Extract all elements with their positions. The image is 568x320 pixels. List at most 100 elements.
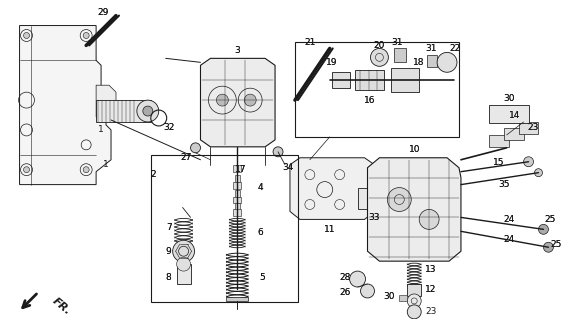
Circle shape [244, 94, 256, 106]
Bar [151, 155, 298, 302]
Text: 12: 12 [425, 285, 437, 294]
Text: 35: 35 [498, 180, 509, 189]
Bar [427, 55, 437, 67]
Circle shape [524, 157, 533, 167]
Text: 30: 30 [503, 94, 515, 103]
Text: 24: 24 [503, 215, 514, 224]
Text: 34: 34 [282, 163, 294, 172]
Text: 8: 8 [166, 273, 172, 282]
Text: 30: 30 [383, 292, 395, 301]
Text: 21: 21 [304, 38, 316, 47]
Polygon shape [96, 85, 116, 117]
Circle shape [173, 240, 194, 262]
Bar [399, 295, 407, 301]
Text: 11: 11 [324, 225, 336, 234]
Text: 20: 20 [374, 41, 385, 50]
Circle shape [538, 224, 549, 234]
Circle shape [273, 147, 283, 157]
Bar [177, 264, 190, 284]
Bar [519, 122, 538, 134]
Bar [358, 188, 375, 210]
Bar [295, 43, 459, 137]
Text: 32: 32 [163, 124, 174, 132]
Text: 15: 15 [493, 158, 504, 167]
Circle shape [361, 284, 374, 298]
Circle shape [83, 33, 89, 38]
Circle shape [23, 33, 30, 38]
Bar [354, 70, 385, 90]
Text: 25: 25 [545, 215, 556, 224]
Text: 24: 24 [503, 235, 514, 244]
Text: 13: 13 [425, 265, 437, 274]
Bar [235, 175, 240, 182]
Circle shape [544, 242, 553, 252]
Text: 1: 1 [103, 160, 109, 169]
Polygon shape [290, 158, 374, 220]
Text: 25: 25 [551, 240, 562, 249]
Text: 17: 17 [235, 165, 246, 174]
Text: 10: 10 [408, 145, 420, 154]
Text: 24: 24 [503, 215, 514, 224]
Circle shape [83, 167, 89, 173]
Text: 28: 28 [339, 273, 350, 282]
Text: 15: 15 [493, 158, 504, 167]
Text: 14: 14 [509, 110, 520, 119]
Circle shape [407, 305, 421, 319]
Text: 33: 33 [369, 213, 380, 222]
Circle shape [190, 143, 201, 153]
Text: 23: 23 [528, 124, 539, 132]
Text: 27: 27 [180, 153, 191, 162]
Text: 4: 4 [257, 183, 263, 192]
Text: 21: 21 [304, 38, 316, 47]
Text: 10: 10 [408, 145, 420, 154]
Text: 9: 9 [166, 247, 172, 256]
Bar [235, 204, 240, 211]
Text: 32: 32 [163, 124, 174, 132]
Text: 29: 29 [97, 8, 108, 17]
Polygon shape [367, 158, 461, 261]
Text: 25: 25 [545, 215, 556, 224]
Text: 29: 29 [97, 8, 108, 17]
Text: 31: 31 [391, 38, 403, 47]
Circle shape [419, 210, 439, 229]
Bar [233, 210, 241, 216]
Bar [235, 189, 240, 196]
Circle shape [143, 106, 153, 116]
Bar [489, 135, 509, 147]
Bar [407, 284, 421, 296]
Text: 9: 9 [166, 247, 172, 256]
Text: 30: 30 [503, 94, 515, 103]
Text: 1: 1 [98, 125, 104, 134]
Bar [233, 182, 241, 188]
Text: 4: 4 [257, 183, 263, 192]
Circle shape [137, 100, 158, 122]
Circle shape [407, 294, 421, 308]
Text: 14: 14 [509, 110, 520, 119]
Text: 33: 33 [369, 213, 380, 222]
Text: 6: 6 [257, 228, 263, 237]
Text: 22: 22 [449, 44, 461, 53]
Text: 7: 7 [166, 223, 172, 232]
Text: 23: 23 [528, 124, 539, 132]
Text: 18: 18 [414, 58, 425, 67]
Bar [96, 100, 151, 122]
Text: 30: 30 [383, 292, 395, 301]
Circle shape [350, 271, 366, 287]
Text: 8: 8 [166, 273, 172, 282]
Text: 2: 2 [150, 170, 156, 179]
Text: 28: 28 [339, 273, 350, 282]
Bar [391, 68, 419, 92]
Text: 19: 19 [326, 58, 337, 67]
Bar [394, 48, 406, 62]
Bar [332, 72, 350, 88]
Circle shape [370, 48, 389, 66]
Circle shape [387, 188, 411, 212]
Text: 24: 24 [503, 235, 514, 244]
Text: 26: 26 [339, 288, 350, 298]
Text: 20: 20 [374, 41, 385, 50]
Text: 22: 22 [449, 44, 461, 53]
Bar [226, 297, 248, 301]
Text: 19: 19 [326, 58, 337, 67]
Text: 17: 17 [235, 165, 246, 174]
Bar [233, 165, 241, 172]
